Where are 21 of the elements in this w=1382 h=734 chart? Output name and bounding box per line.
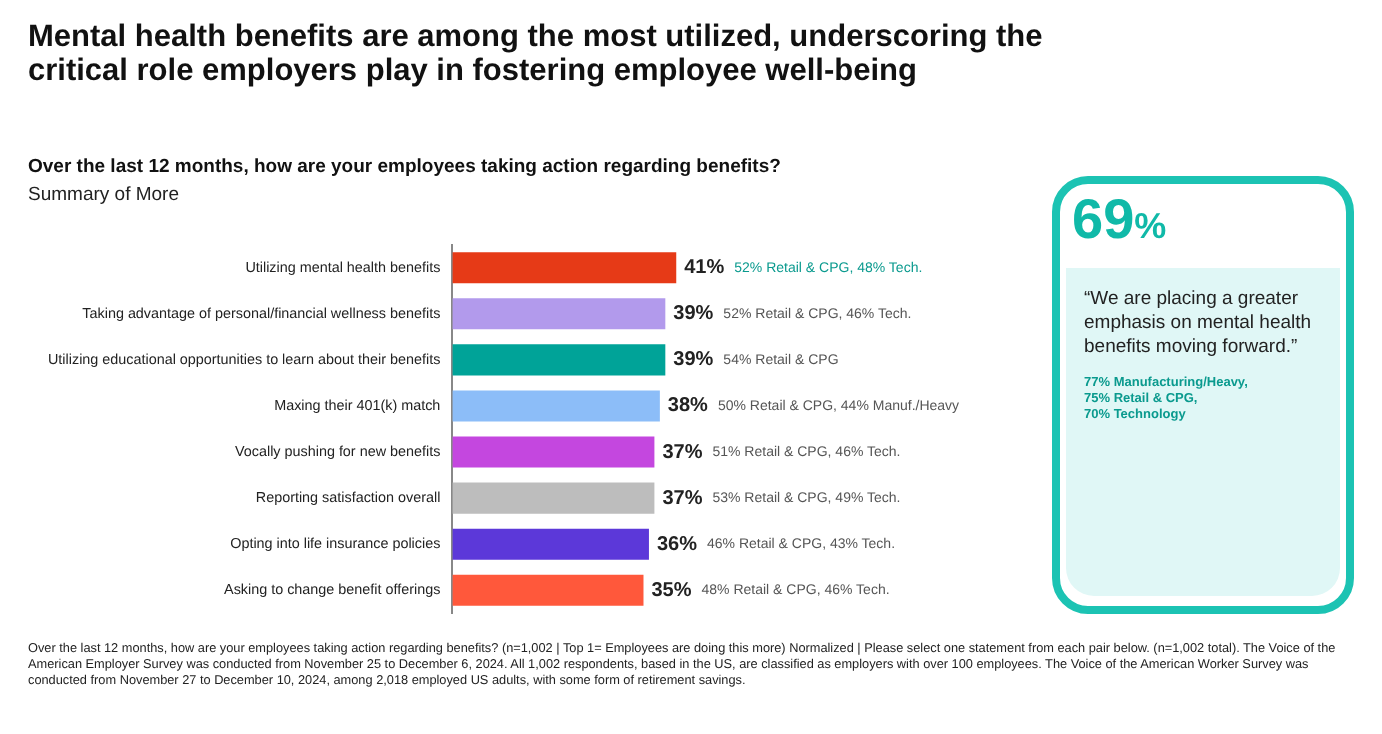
data-label: 39% (673, 349, 714, 372)
text: 69% (1072, 188, 1167, 250)
text: Summary of More (28, 184, 179, 206)
bar (452, 482, 655, 514)
data-label: 39% (673, 303, 714, 326)
data-label: 37% (662, 487, 703, 510)
chart-title: Mental health benefits are among the most utilized, underscoring the critical role employers play in fostering employee well-being (28, 20, 1045, 88)
bar (452, 390, 660, 422)
data-label: 37% (662, 441, 703, 464)
data-label: 41% (684, 257, 725, 280)
data-label: 36% (656, 533, 698, 556)
bar (452, 298, 666, 330)
bar (452, 436, 655, 468)
data-label: 35% (651, 579, 692, 602)
data-label: 38% (667, 395, 709, 418)
chart-subtitle: Over the last 12 months, how are your employees taking action regarding benefits? (28, 156, 783, 178)
bar (452, 252, 677, 284)
bar (452, 574, 644, 606)
bar (452, 528, 649, 560)
bar (452, 344, 666, 376)
text: “We are placing a greater emphasis on mental health benefits moving forward.” (1084, 288, 1314, 360)
